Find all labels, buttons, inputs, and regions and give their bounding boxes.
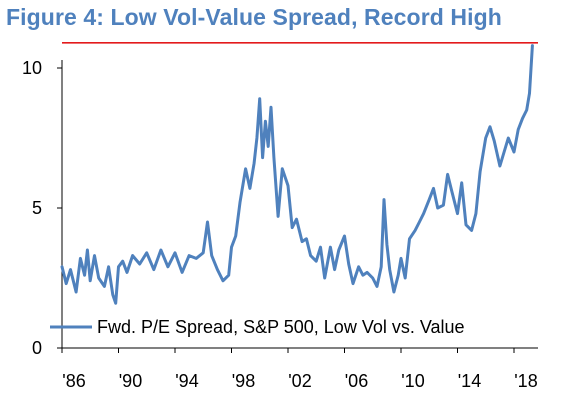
y-tick-label: 0	[32, 338, 42, 358]
legend-label: Fwd. P/E Spread, S&P 500, Low Vol vs. Va…	[97, 317, 465, 337]
x-tick-label: '10	[401, 371, 424, 391]
x-tick-label: '14	[458, 371, 481, 391]
x-tick-label: '98	[232, 371, 255, 391]
chart-legend: Fwd. P/E Spread, S&P 500, Low Vol vs. Va…	[50, 317, 465, 337]
series-line	[60, 44, 534, 305]
x-tick-label: '02	[288, 371, 311, 391]
x-tick-label: '94	[175, 371, 198, 391]
x-tick-label: '06	[345, 371, 368, 391]
y-tick-label: 10	[22, 58, 42, 78]
chart-title: Figure 4: Low Vol-Value Spread, Record H…	[6, 4, 502, 30]
y-tick-label: 5	[32, 198, 42, 218]
x-tick-label: '18	[514, 371, 537, 391]
chart-series	[60, 44, 534, 305]
chart-axes: 0 5 10 '86 '90 '94 '98 '02 '06 '10 '14 '18	[22, 41, 538, 391]
x-tick-label: '86	[62, 371, 85, 391]
x-tick-label: '90	[119, 371, 142, 391]
